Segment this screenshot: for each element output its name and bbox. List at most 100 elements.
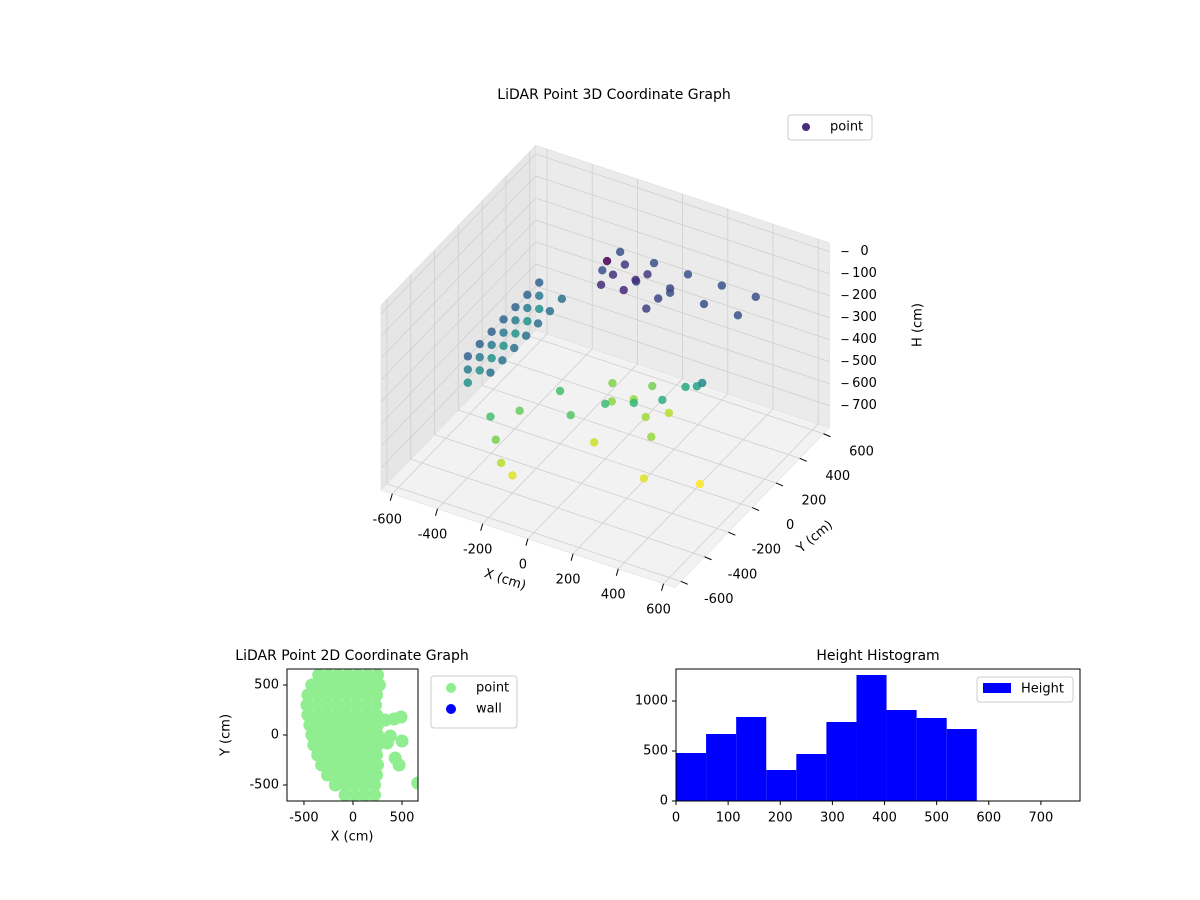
bar xyxy=(796,754,827,801)
plot-area xyxy=(300,669,418,801)
point xyxy=(383,729,397,743)
y-tick xyxy=(680,580,688,585)
point xyxy=(648,381,657,391)
y-tick xyxy=(728,531,736,536)
grid-line xyxy=(535,197,830,296)
bar xyxy=(676,753,707,801)
z-axis-label: H (cm) xyxy=(911,303,926,347)
point xyxy=(351,669,365,682)
grid-line xyxy=(535,285,830,384)
legend-marker xyxy=(802,123,810,131)
y-tick-label: -400 xyxy=(728,567,758,582)
grid-line xyxy=(458,409,753,508)
z-tick-label: 700 xyxy=(852,398,877,413)
x-tick xyxy=(525,538,529,546)
point xyxy=(344,728,358,742)
point xyxy=(598,266,607,275)
y-tick-label: -600 xyxy=(704,592,734,607)
point xyxy=(361,669,375,682)
legend-box xyxy=(787,114,873,141)
point xyxy=(330,768,344,782)
y-tick xyxy=(751,507,760,512)
point xyxy=(394,710,408,724)
point xyxy=(699,299,709,309)
point xyxy=(372,678,386,692)
y-tick-label: 0 xyxy=(660,794,668,809)
point xyxy=(358,778,372,792)
point xyxy=(499,315,508,324)
grid-line xyxy=(535,153,830,252)
point xyxy=(487,327,496,336)
point xyxy=(321,669,335,682)
point xyxy=(307,738,321,752)
point xyxy=(499,328,508,337)
point xyxy=(340,768,354,782)
point xyxy=(320,688,334,702)
legend-marker xyxy=(446,704,456,714)
point xyxy=(344,758,358,772)
point xyxy=(330,708,344,722)
x-tick xyxy=(435,508,438,516)
point xyxy=(341,669,355,682)
point xyxy=(350,748,364,762)
point xyxy=(334,728,348,742)
bar xyxy=(886,710,917,801)
x-tick-label: 100 xyxy=(716,811,741,826)
x-tick-label: -500 xyxy=(289,811,319,826)
point xyxy=(733,311,743,320)
x-tick-label: 500 xyxy=(390,811,415,826)
point xyxy=(496,458,506,468)
point xyxy=(751,292,760,302)
point xyxy=(313,718,327,732)
legend-label: point xyxy=(830,120,863,135)
point xyxy=(463,378,473,387)
y-tick-label: 200 xyxy=(802,493,827,508)
point xyxy=(555,386,565,396)
point xyxy=(395,734,409,748)
x-tick xyxy=(615,568,619,576)
x-tick-label: 400 xyxy=(601,587,626,602)
point xyxy=(360,768,374,782)
point xyxy=(301,708,315,722)
point xyxy=(649,258,659,268)
point xyxy=(535,304,544,314)
point xyxy=(340,688,354,702)
point xyxy=(305,728,319,742)
legend-marker xyxy=(446,683,456,693)
axes-frame xyxy=(675,668,1081,802)
grid-line xyxy=(380,175,536,337)
point xyxy=(336,738,350,752)
grid-line xyxy=(380,241,536,403)
y-tick xyxy=(823,433,831,438)
point xyxy=(322,718,336,732)
point xyxy=(411,776,418,790)
point xyxy=(589,438,599,447)
point xyxy=(352,718,366,732)
point xyxy=(320,708,334,722)
grid-line xyxy=(380,263,536,425)
grid-line xyxy=(535,219,830,318)
point xyxy=(311,688,325,702)
y-tick-label: 500 xyxy=(643,744,668,759)
point xyxy=(620,260,630,269)
point xyxy=(639,474,649,483)
point xyxy=(608,270,618,279)
y-tick xyxy=(704,556,712,561)
bar xyxy=(706,734,737,801)
grid-line xyxy=(380,153,536,315)
grid-line xyxy=(380,197,536,359)
point xyxy=(305,678,319,692)
point xyxy=(311,748,325,762)
point xyxy=(523,290,532,300)
point xyxy=(475,339,484,349)
point xyxy=(658,395,667,405)
point xyxy=(342,718,356,732)
point xyxy=(354,728,368,742)
point xyxy=(326,738,340,752)
point xyxy=(683,270,693,279)
grid-line xyxy=(386,483,681,582)
point xyxy=(643,270,652,279)
point xyxy=(370,688,384,702)
point xyxy=(487,340,496,350)
point xyxy=(566,411,575,420)
